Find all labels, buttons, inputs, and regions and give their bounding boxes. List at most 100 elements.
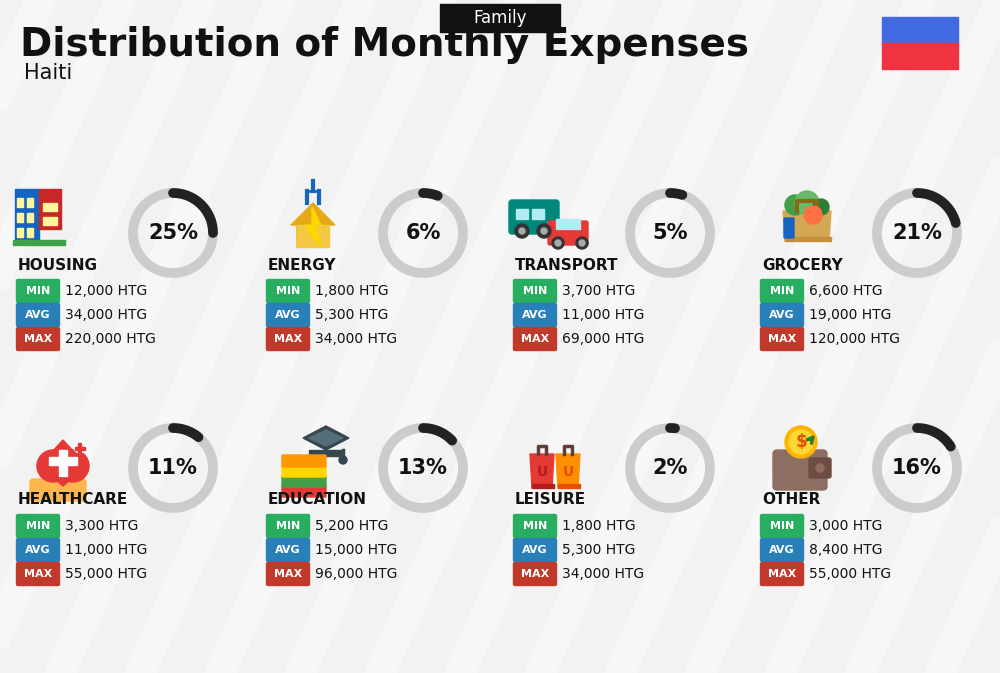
- Polygon shape: [783, 211, 831, 241]
- Circle shape: [785, 195, 805, 215]
- FancyBboxPatch shape: [440, 4, 560, 32]
- Polygon shape: [291, 203, 335, 247]
- Text: 6%: 6%: [405, 223, 441, 243]
- Text: 15,000 HTG: 15,000 HTG: [315, 543, 397, 557]
- Text: MIN: MIN: [770, 521, 794, 531]
- FancyBboxPatch shape: [773, 450, 827, 490]
- Polygon shape: [306, 207, 321, 245]
- Circle shape: [552, 237, 564, 249]
- Bar: [27, 198, 33, 207]
- Text: U: U: [536, 465, 548, 479]
- Text: MIN: MIN: [26, 521, 50, 531]
- Text: 25%: 25%: [148, 223, 198, 243]
- FancyBboxPatch shape: [30, 479, 86, 501]
- Text: MIN: MIN: [26, 286, 50, 296]
- Text: Family: Family: [473, 9, 527, 27]
- Polygon shape: [530, 454, 554, 488]
- Bar: [43, 203, 57, 211]
- Text: ENERGY: ENERGY: [268, 258, 336, 273]
- Bar: [532, 484, 554, 488]
- Text: 3,300 HTG: 3,300 HTG: [65, 519, 138, 533]
- FancyBboxPatch shape: [514, 279, 556, 302]
- Bar: [516, 209, 528, 219]
- Text: MIN: MIN: [770, 286, 794, 296]
- Circle shape: [813, 199, 829, 215]
- Text: AVG: AVG: [275, 310, 301, 320]
- Text: AVG: AVG: [275, 545, 301, 555]
- Text: MIN: MIN: [523, 286, 547, 296]
- Text: AVG: AVG: [769, 310, 795, 320]
- Text: MAX: MAX: [521, 569, 549, 579]
- Text: HOUSING: HOUSING: [18, 258, 98, 273]
- Text: TRANSPORT: TRANSPORT: [515, 258, 618, 273]
- FancyBboxPatch shape: [514, 563, 556, 586]
- FancyBboxPatch shape: [16, 328, 60, 351]
- FancyBboxPatch shape: [266, 538, 310, 561]
- Text: 220,000 HTG: 220,000 HTG: [65, 332, 156, 346]
- Bar: [17, 198, 23, 207]
- Text: MAX: MAX: [24, 569, 52, 579]
- FancyBboxPatch shape: [266, 563, 310, 586]
- Bar: [558, 484, 580, 488]
- FancyBboxPatch shape: [761, 514, 804, 538]
- Bar: [297, 225, 329, 247]
- Text: U: U: [562, 465, 574, 479]
- Text: 34,000 HTG: 34,000 HTG: [562, 567, 644, 581]
- Polygon shape: [556, 454, 580, 488]
- Text: 11,000 HTG: 11,000 HTG: [562, 308, 644, 322]
- Text: 21%: 21%: [892, 223, 942, 243]
- FancyBboxPatch shape: [882, 43, 958, 69]
- Bar: [43, 217, 57, 225]
- Text: AVG: AVG: [25, 310, 51, 320]
- FancyBboxPatch shape: [266, 279, 310, 302]
- Circle shape: [57, 450, 89, 482]
- Circle shape: [519, 228, 525, 234]
- Text: OTHER: OTHER: [762, 493, 820, 507]
- FancyBboxPatch shape: [282, 465, 326, 477]
- Circle shape: [37, 450, 69, 482]
- FancyBboxPatch shape: [514, 514, 556, 538]
- Polygon shape: [309, 430, 343, 446]
- Bar: [13, 240, 65, 245]
- Text: MAX: MAX: [521, 334, 549, 344]
- Bar: [532, 209, 544, 219]
- Text: MAX: MAX: [274, 569, 302, 579]
- FancyBboxPatch shape: [16, 279, 60, 302]
- FancyBboxPatch shape: [514, 538, 556, 561]
- FancyBboxPatch shape: [16, 538, 60, 561]
- Circle shape: [515, 224, 529, 238]
- FancyBboxPatch shape: [784, 218, 794, 238]
- Bar: [78, 443, 81, 453]
- FancyBboxPatch shape: [266, 304, 310, 326]
- Text: 69,000 HTG: 69,000 HTG: [562, 332, 644, 346]
- Text: 1,800 HTG: 1,800 HTG: [315, 284, 389, 298]
- Circle shape: [785, 426, 817, 458]
- FancyBboxPatch shape: [266, 514, 310, 538]
- Bar: [785, 237, 831, 241]
- Text: MIN: MIN: [276, 286, 300, 296]
- FancyBboxPatch shape: [761, 538, 804, 561]
- Text: 3,700 HTG: 3,700 HTG: [562, 284, 635, 298]
- FancyBboxPatch shape: [16, 304, 60, 326]
- Bar: [17, 228, 23, 237]
- Text: MIN: MIN: [523, 521, 547, 531]
- Text: 5,300 HTG: 5,300 HTG: [562, 543, 635, 557]
- FancyBboxPatch shape: [548, 221, 588, 245]
- Text: 12,000 HTG: 12,000 HTG: [65, 284, 147, 298]
- Text: 16%: 16%: [892, 458, 942, 478]
- FancyBboxPatch shape: [761, 279, 804, 302]
- FancyBboxPatch shape: [761, 328, 804, 351]
- Text: HEALTHCARE: HEALTHCARE: [18, 493, 128, 507]
- Text: MAX: MAX: [274, 334, 302, 344]
- Text: 2%: 2%: [652, 458, 688, 478]
- Text: MIN: MIN: [276, 521, 300, 531]
- Text: MAX: MAX: [768, 569, 796, 579]
- FancyBboxPatch shape: [761, 304, 804, 326]
- Circle shape: [576, 237, 588, 249]
- Bar: [27, 213, 33, 222]
- Text: 11%: 11%: [148, 458, 198, 478]
- Text: 55,000 HTG: 55,000 HTG: [65, 567, 147, 581]
- Text: MAX: MAX: [24, 334, 52, 344]
- FancyBboxPatch shape: [16, 514, 60, 538]
- Circle shape: [555, 240, 561, 246]
